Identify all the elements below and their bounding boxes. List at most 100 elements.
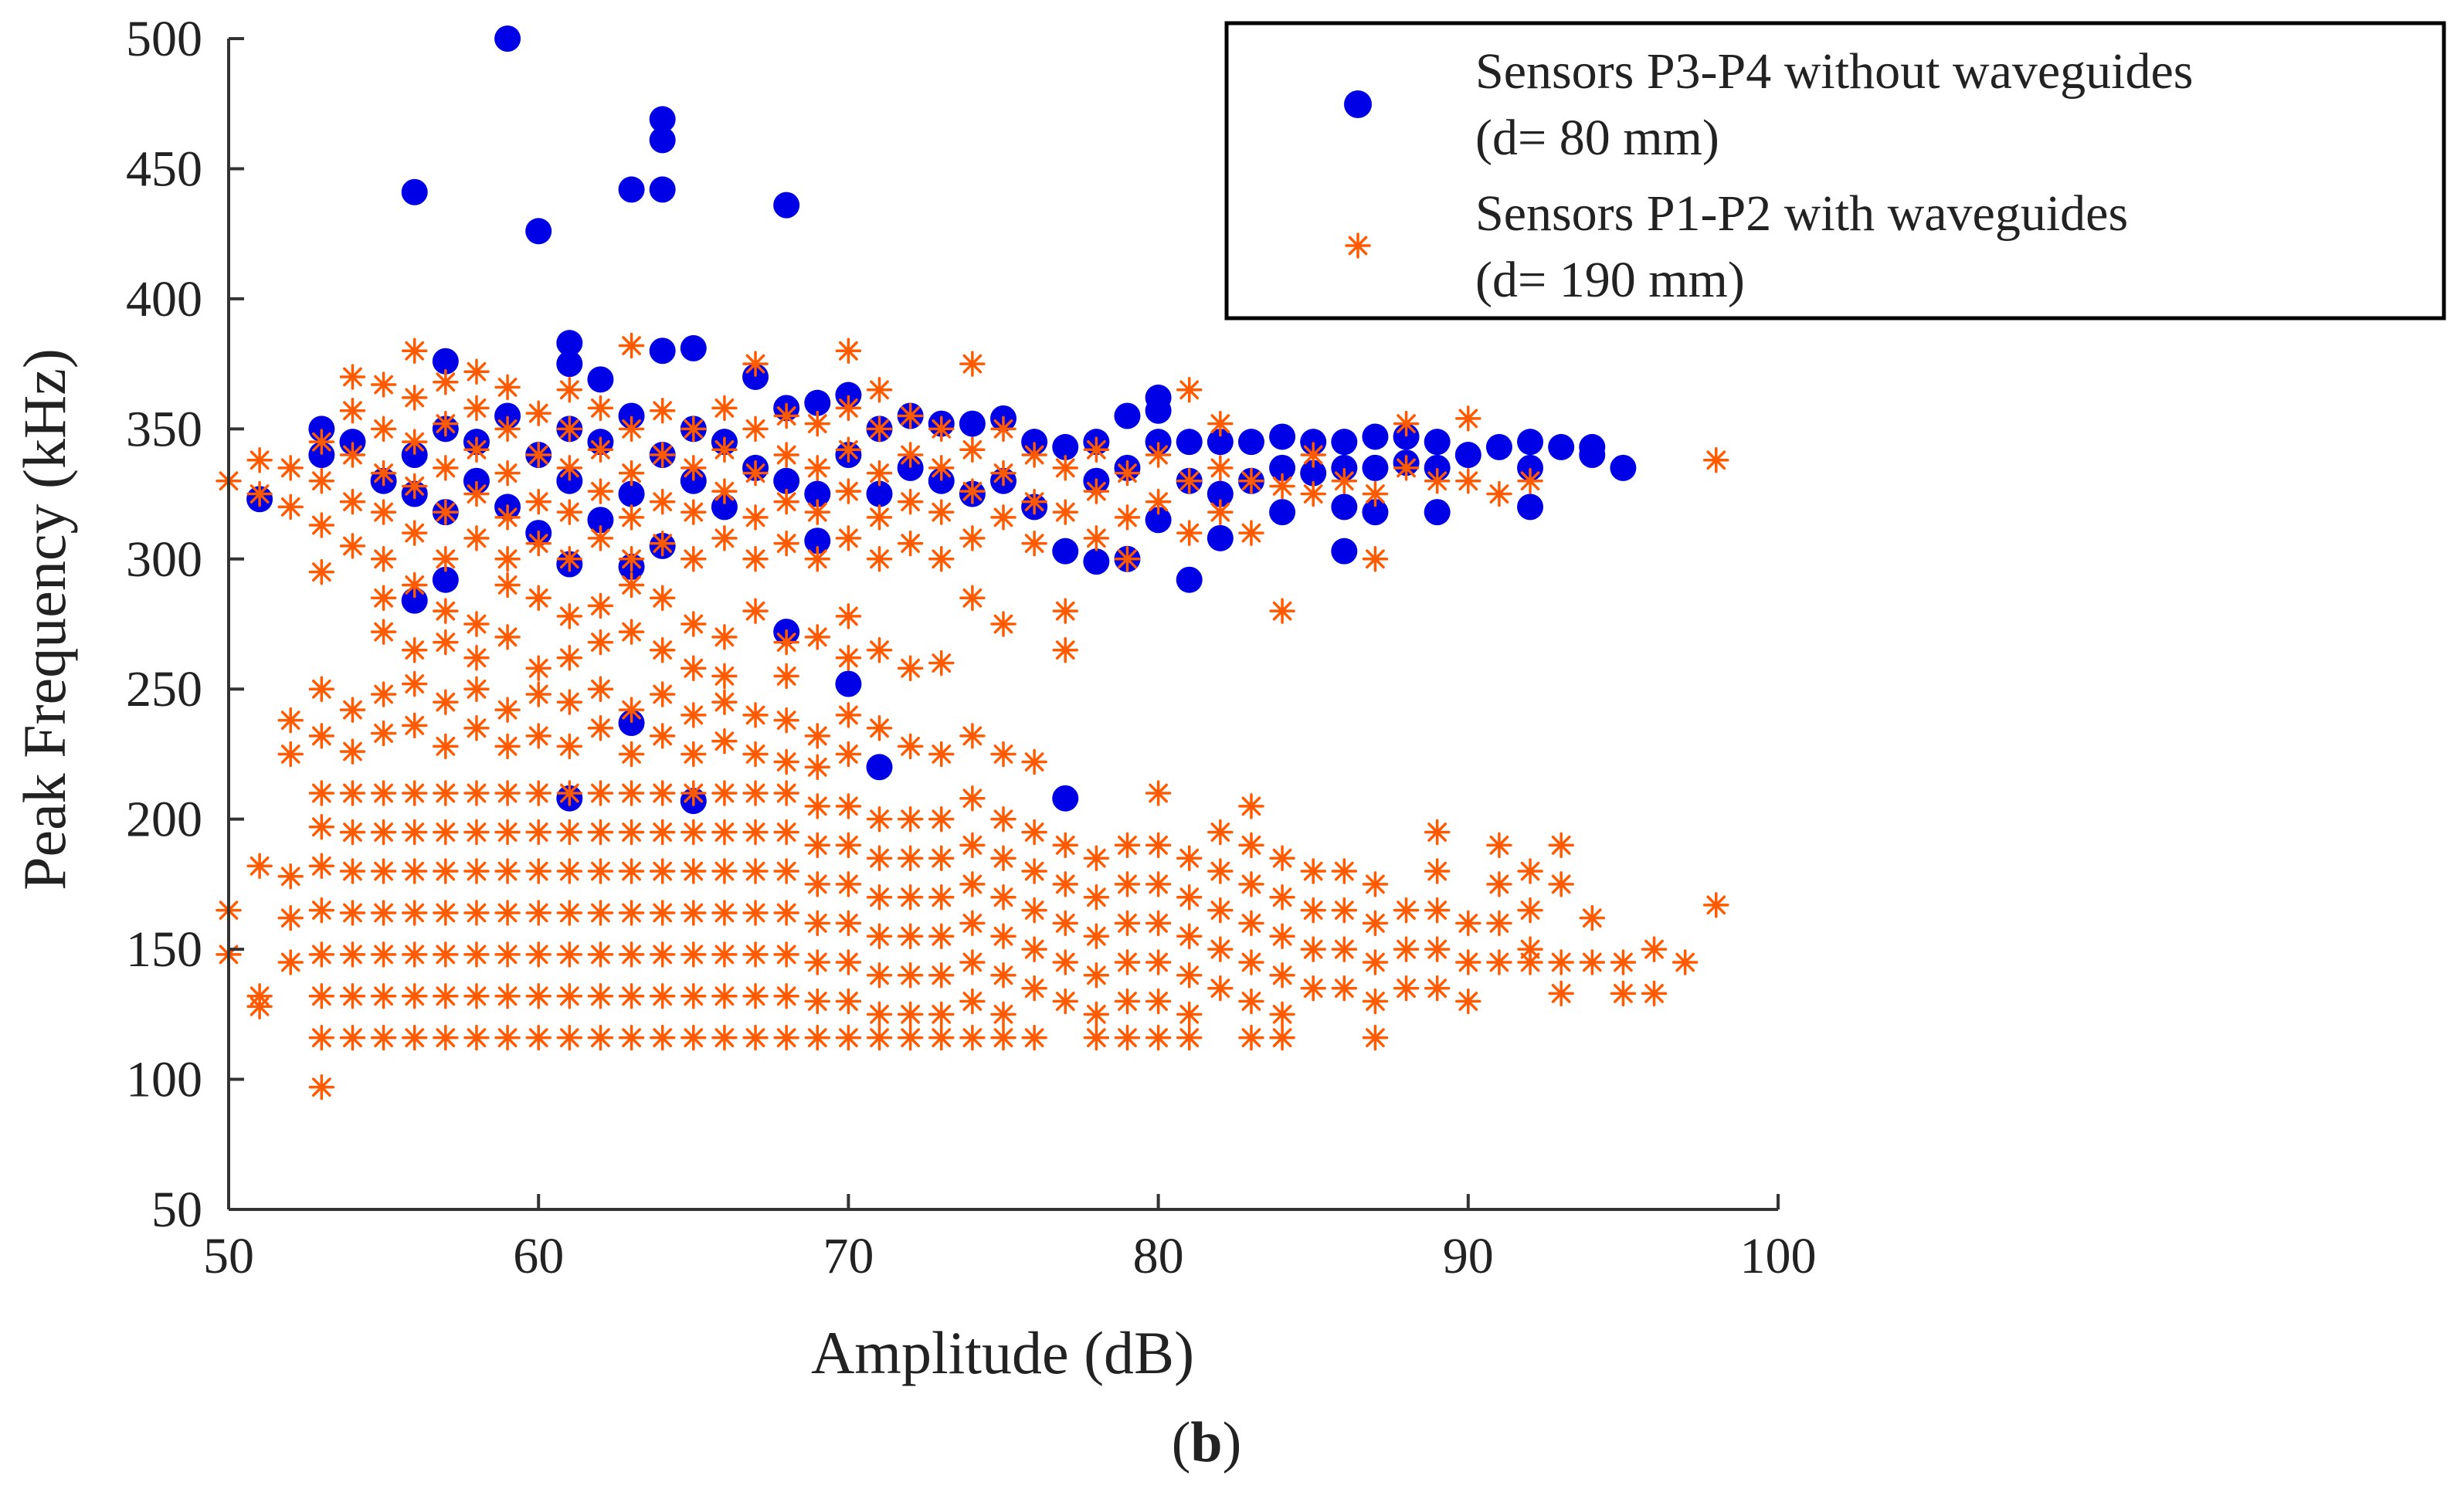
data-point-asterisk: [1424, 858, 1451, 884]
data-point-circle: [1579, 442, 1606, 469]
data-point-asterisk: [990, 884, 1016, 911]
data-point-asterisk: [1269, 845, 1295, 871]
data-point-asterisk: [711, 1024, 738, 1051]
data-point-asterisk: [401, 670, 428, 697]
data-point-asterisk: [1424, 467, 1451, 494]
data-point-asterisk: [773, 629, 799, 656]
data-point-asterisk: [649, 723, 676, 749]
data-point-asterisk: [649, 398, 676, 424]
data-point-asterisk: [711, 478, 738, 504]
y-axis-title: Peak Frequency (kHz): [11, 348, 78, 890]
data-point-asterisk: [897, 806, 924, 833]
y-tick-label: 250: [126, 661, 202, 717]
data-point-asterisk: [804, 499, 831, 525]
data-point-circle: [804, 389, 831, 416]
data-point-asterisk: [1207, 897, 1234, 924]
y-tick-label: 300: [126, 531, 202, 588]
data-point-asterisk: [1021, 1024, 1047, 1051]
data-point-asterisk: [649, 1024, 676, 1051]
data-point-asterisk: [1021, 858, 1047, 884]
data-point-asterisk: [742, 598, 769, 624]
data-point-circle: [1269, 423, 1296, 450]
data-point-asterisk: [1393, 897, 1420, 924]
data-point-asterisk: [1114, 1024, 1141, 1051]
data-point-asterisk: [1641, 980, 1668, 1007]
data-point-asterisk: [1300, 897, 1326, 924]
data-point-asterisk: [742, 504, 769, 531]
data-point-asterisk: [1393, 410, 1420, 437]
data-point-asterisk: [773, 442, 799, 468]
data-point-asterisk: [711, 819, 738, 846]
data-point-asterisk: [742, 983, 769, 1009]
data-point-asterisk: [308, 897, 335, 924]
data-point-asterisk: [1300, 936, 1326, 962]
data-point-asterisk: [990, 415, 1016, 443]
data-point-asterisk: [680, 1024, 707, 1051]
data-point-asterisk: [804, 410, 831, 437]
data-point-asterisk: [463, 676, 490, 702]
data-point-asterisk: [804, 624, 831, 650]
data-point-asterisk: [339, 442, 366, 468]
data-point-asterisk: [866, 884, 893, 911]
data-point-asterisk: [587, 629, 614, 656]
data-point-asterisk: [835, 337, 862, 365]
data-point-asterisk: [618, 819, 645, 846]
data-point-asterisk: [835, 645, 862, 671]
data-point-asterisk: [618, 572, 645, 599]
data-point-asterisk: [370, 499, 397, 525]
data-point-asterisk: [1083, 923, 1110, 950]
panel-label-close: ): [1223, 1411, 1242, 1474]
data-point-asterisk: [680, 499, 707, 525]
data-point-asterisk: [463, 941, 490, 968]
data-point-circle: [1331, 494, 1358, 521]
data-point-asterisk: [339, 488, 366, 515]
data-point-asterisk: [1393, 975, 1420, 1002]
data-point-asterisk: [680, 941, 707, 968]
data-point-asterisk: [897, 845, 924, 871]
data-point-asterisk: [1207, 410, 1234, 437]
data-point-asterisk: [433, 733, 459, 760]
data-point-asterisk: [556, 455, 583, 481]
data-point-asterisk: [711, 436, 738, 463]
data-point-asterisk: [928, 455, 955, 481]
data-point-asterisk: [835, 949, 862, 975]
data-point-asterisk: [370, 900, 397, 926]
data-point-asterisk: [835, 1024, 862, 1051]
data-point-asterisk: [1486, 910, 1512, 937]
data-point-asterisk: [1641, 936, 1668, 962]
data-point-asterisk: [1021, 488, 1047, 515]
data-point-asterisk: [370, 1024, 397, 1051]
data-point-asterisk: [1362, 988, 1389, 1015]
data-point-asterisk: [1486, 480, 1512, 507]
data-point-asterisk: [742, 546, 769, 572]
data-point-asterisk: [277, 455, 304, 481]
data-point-asterisk: [463, 611, 490, 637]
data-point-asterisk: [494, 572, 521, 599]
data-point-asterisk: [1362, 480, 1389, 507]
data-point-asterisk: [773, 780, 799, 806]
data-point-asterisk: [246, 853, 273, 880]
data-point-asterisk: [928, 415, 955, 443]
data-point-asterisk: [1114, 871, 1141, 897]
data-point-asterisk: [370, 780, 397, 806]
data-point-asterisk: [1052, 949, 1078, 975]
data-point-asterisk: [866, 923, 893, 950]
data-point-asterisk: [525, 941, 552, 968]
data-point-asterisk: [1238, 910, 1264, 937]
data-point-asterisk: [897, 962, 924, 989]
data-point-asterisk: [308, 941, 335, 968]
data-point-asterisk: [401, 429, 428, 455]
data-point-asterisk: [1331, 858, 1358, 884]
data-point-asterisk: [401, 983, 428, 1009]
data-point-asterisk: [835, 525, 862, 551]
data-point-asterisk: [866, 1001, 893, 1028]
data-point-asterisk: [433, 455, 459, 481]
data-point-asterisk: [680, 900, 707, 926]
data-point-asterisk: [463, 715, 490, 741]
data-point-asterisk: [959, 785, 986, 812]
data-point-asterisk: [1083, 1024, 1110, 1051]
data-point-asterisk: [1176, 1024, 1203, 1051]
data-point-circle: [1052, 433, 1079, 460]
data-point-asterisk: [649, 900, 676, 926]
data-point-asterisk: [1238, 949, 1264, 975]
